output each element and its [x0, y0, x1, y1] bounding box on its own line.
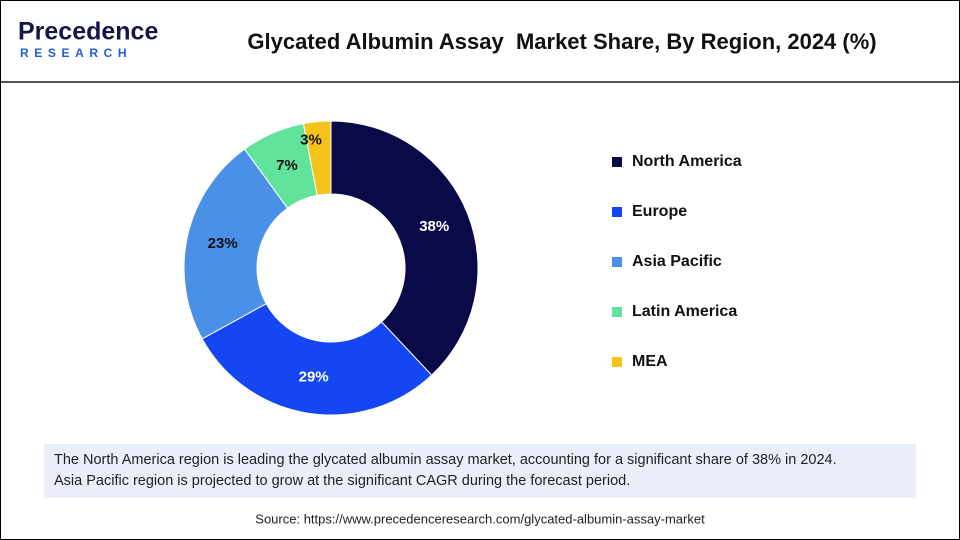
data-label: 29%: [299, 369, 329, 386]
note-line: Asia Pacific region is projected to grow…: [54, 473, 630, 489]
data-label: 38%: [419, 218, 449, 235]
donut-slice: [183, 148, 289, 340]
legend-swatch: [612, 157, 622, 167]
legend-swatch: [612, 307, 622, 317]
legend-label: MEA: [632, 353, 668, 370]
legend-swatch: [612, 207, 622, 217]
chart-title: Glycated Albumin Assay Market Share, By …: [247, 29, 876, 54]
logo-tagline: RESEARCH: [20, 46, 132, 60]
legend-swatch: [612, 357, 622, 367]
donut-slice: [330, 120, 479, 376]
legend-label: Latin America: [632, 303, 737, 320]
data-label: 3%: [300, 132, 322, 149]
legend-label: Asia Pacific: [632, 253, 722, 270]
legend-label: Europe: [632, 203, 687, 220]
data-label: 23%: [208, 235, 238, 252]
legend-swatch: [612, 257, 622, 267]
note-box: [44, 444, 916, 498]
note-line: The North America region is leading the …: [54, 452, 837, 468]
logo-name: Precedence: [18, 18, 158, 46]
data-label: 7%: [276, 157, 298, 174]
donut-slice: [201, 302, 433, 416]
source: Source: https://www.precedenceresearch.c…: [255, 511, 705, 526]
legend-label: North America: [632, 153, 742, 170]
donut-slice: [302, 120, 332, 196]
